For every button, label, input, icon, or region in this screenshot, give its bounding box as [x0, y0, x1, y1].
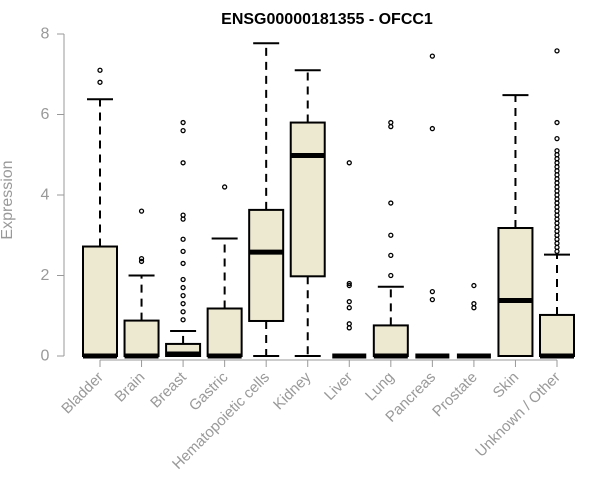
box-bladder — [82, 67, 118, 359]
outlier-point — [180, 276, 186, 283]
box-hematopoietic-cells — [248, 42, 285, 357]
outlier-point — [180, 317, 186, 323]
outlier-point — [388, 252, 394, 259]
box-brain — [123, 208, 160, 359]
iqr-box — [82, 245, 118, 358]
box-lung — [372, 119, 409, 359]
y-tick-label: 6 — [41, 106, 50, 123]
outlier-point — [388, 200, 394, 206]
outlier-point — [429, 288, 436, 295]
iqr-box — [539, 313, 575, 358]
outlier-point — [554, 48, 560, 54]
box-kidney — [289, 69, 326, 357]
outlier-point — [138, 208, 145, 214]
outlier-point — [346, 321, 352, 327]
outlier-point — [554, 119, 560, 126]
outlier-point — [180, 119, 186, 126]
box-pancreas — [415, 53, 450, 359]
x-tick-label: Breast — [147, 368, 190, 411]
outlier-point — [180, 292, 186, 299]
outlier-point — [180, 160, 186, 166]
y-axis-label: Expression — [0, 160, 16, 239]
box-unknown-other — [539, 48, 575, 359]
chart-title: ENSG00000181355 - OFCC1 — [221, 11, 433, 28]
box-gastric — [206, 184, 243, 359]
outlier-point — [554, 135, 560, 142]
outlier-point — [138, 255, 145, 262]
outlier-point — [388, 119, 394, 126]
outlier-point — [346, 160, 352, 166]
x-tick-label: Bladder — [58, 369, 107, 418]
iqr-box — [123, 319, 160, 357]
outlier-point — [346, 299, 352, 305]
y-axis: 0 2 4 6 8 — [41, 26, 65, 365]
iqr-box — [372, 324, 409, 358]
box-breast — [165, 119, 202, 357]
x-tick-label: Kidney — [270, 368, 315, 413]
outlier-point — [429, 125, 436, 132]
outlier-point — [346, 282, 352, 289]
outlier-point — [346, 280, 352, 287]
x-tick-label: Prostate — [429, 369, 481, 421]
y-tick-label: 4 — [41, 187, 50, 204]
outlier-point — [180, 301, 186, 307]
x-tick-label: Skin — [490, 369, 523, 402]
box-prostate — [456, 282, 491, 359]
outlier-point — [180, 284, 186, 291]
outlier-point — [180, 127, 186, 134]
outlier-point — [346, 305, 352, 311]
outlier-point — [429, 296, 436, 303]
outlier-point — [554, 148, 560, 154]
outlier-point — [388, 232, 394, 238]
outlier-point — [471, 301, 477, 307]
x-tick-label: Lung — [362, 369, 398, 405]
outlier-point — [180, 212, 186, 218]
plot-area — [82, 42, 575, 359]
outlier-point — [180, 248, 186, 255]
outlier-point — [429, 53, 436, 59]
iqr-box — [206, 307, 243, 358]
box-skin — [497, 94, 534, 358]
x-tick-label: Liver — [321, 369, 356, 404]
outlier-point — [97, 67, 103, 73]
outlier-point — [138, 258, 145, 265]
x-tick-label: Brain — [112, 369, 149, 406]
outlier-point — [180, 236, 186, 242]
iqr-box — [289, 121, 326, 278]
outlier-point — [97, 79, 103, 85]
y-tick-label: 8 — [41, 26, 50, 43]
outlier-point — [221, 184, 228, 190]
outlier-point — [180, 309, 186, 315]
y-tick-label: 2 — [41, 267, 50, 284]
outlier-point — [471, 282, 477, 289]
outlier-point — [388, 272, 394, 279]
iqr-box — [497, 227, 534, 358]
y-tick-label: 0 — [41, 348, 50, 365]
outlier-point — [180, 260, 186, 267]
box-liver — [332, 160, 367, 359]
iqr-box — [248, 208, 285, 322]
